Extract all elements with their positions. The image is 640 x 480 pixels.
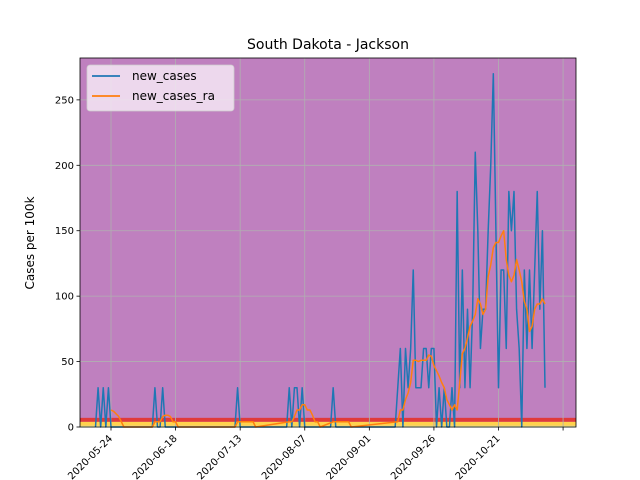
y-tick-label: 0 <box>68 423 74 434</box>
y-tick-label: 150 <box>55 226 74 237</box>
legend-box <box>86 64 235 112</box>
y-tick-label: 50 <box>61 357 74 368</box>
y-tick-label: 100 <box>55 292 74 303</box>
y-axis-label: Cases per 100k <box>23 196 37 289</box>
y-tick-label: 250 <box>55 95 74 106</box>
chart-title: South Dakota - Jackson <box>247 37 409 53</box>
y-tick-label: 200 <box>55 161 74 172</box>
legend: new_cases new_cases_ra <box>86 64 235 112</box>
threshold-band <box>80 417 576 422</box>
plot-area <box>80 58 576 427</box>
y-axis: 0 50 100 150 200 250 <box>55 95 80 434</box>
legend-label: new_cases_ra <box>132 89 215 103</box>
legend-label: new_cases <box>132 69 197 83</box>
plot-frame <box>79 57 577 428</box>
